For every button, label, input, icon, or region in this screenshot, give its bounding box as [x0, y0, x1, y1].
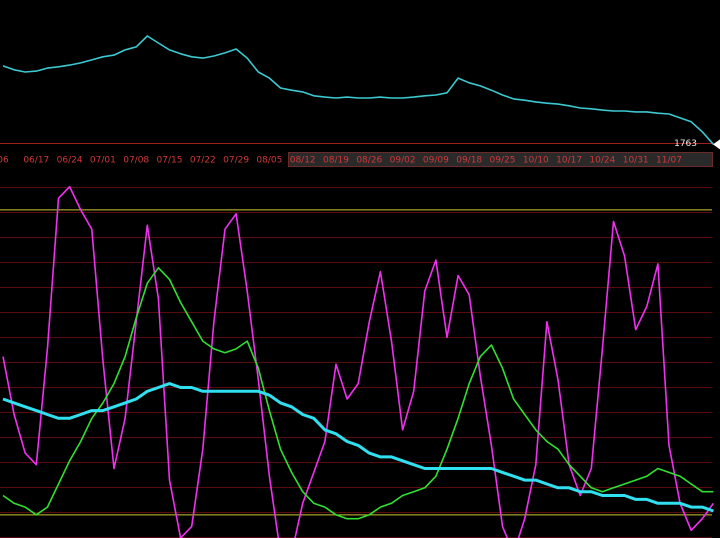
x-tick-label: 08/19: [323, 156, 349, 166]
x-tick-label: 08/26: [356, 156, 382, 166]
last-value-marker: [713, 139, 720, 150]
series-line: [2, 35, 715, 145]
x-tick-label: 08/12: [290, 156, 316, 166]
grid: [0, 187, 712, 538]
x-tick-label: 10/17: [556, 156, 582, 166]
x-tick-label: 07/01: [90, 156, 116, 166]
series-line: [2, 185, 715, 538]
date-strip-right: [288, 152, 713, 167]
date-strip-left: [0, 152, 288, 167]
x-tick-label: 07/08: [123, 156, 149, 166]
x-tick-label: 08/05: [256, 156, 282, 166]
series-line: [2, 267, 714, 520]
x-tick-label: 06/17: [23, 156, 49, 166]
x-tick-label: 09/09: [423, 156, 449, 166]
x-tick-label: 06: [0, 156, 9, 166]
x-tick-label: 09/25: [490, 156, 516, 166]
x-tick-label: 10/31: [623, 156, 649, 166]
x-tick-label: 06/24: [57, 156, 83, 166]
x-tick-label: 10/24: [589, 156, 615, 166]
series-line: [2, 382, 714, 513]
x-tick-label: 10/10: [523, 156, 549, 166]
x-tick-label: 11/07: [656, 156, 682, 166]
plot-layer: 06 06/17 06/24 07/01 07/08 07/15 07/22 07/29 08/…: [0, 35, 720, 538]
x-tick-label: 07/22: [190, 156, 216, 166]
x-tick-label: 09/02: [390, 156, 416, 166]
x-tick-label: 07/15: [157, 156, 183, 166]
x-tick-label: 07/29: [223, 156, 249, 166]
x-tick-label: 09/18: [456, 156, 482, 166]
last-value-label: 1763: [674, 139, 697, 149]
